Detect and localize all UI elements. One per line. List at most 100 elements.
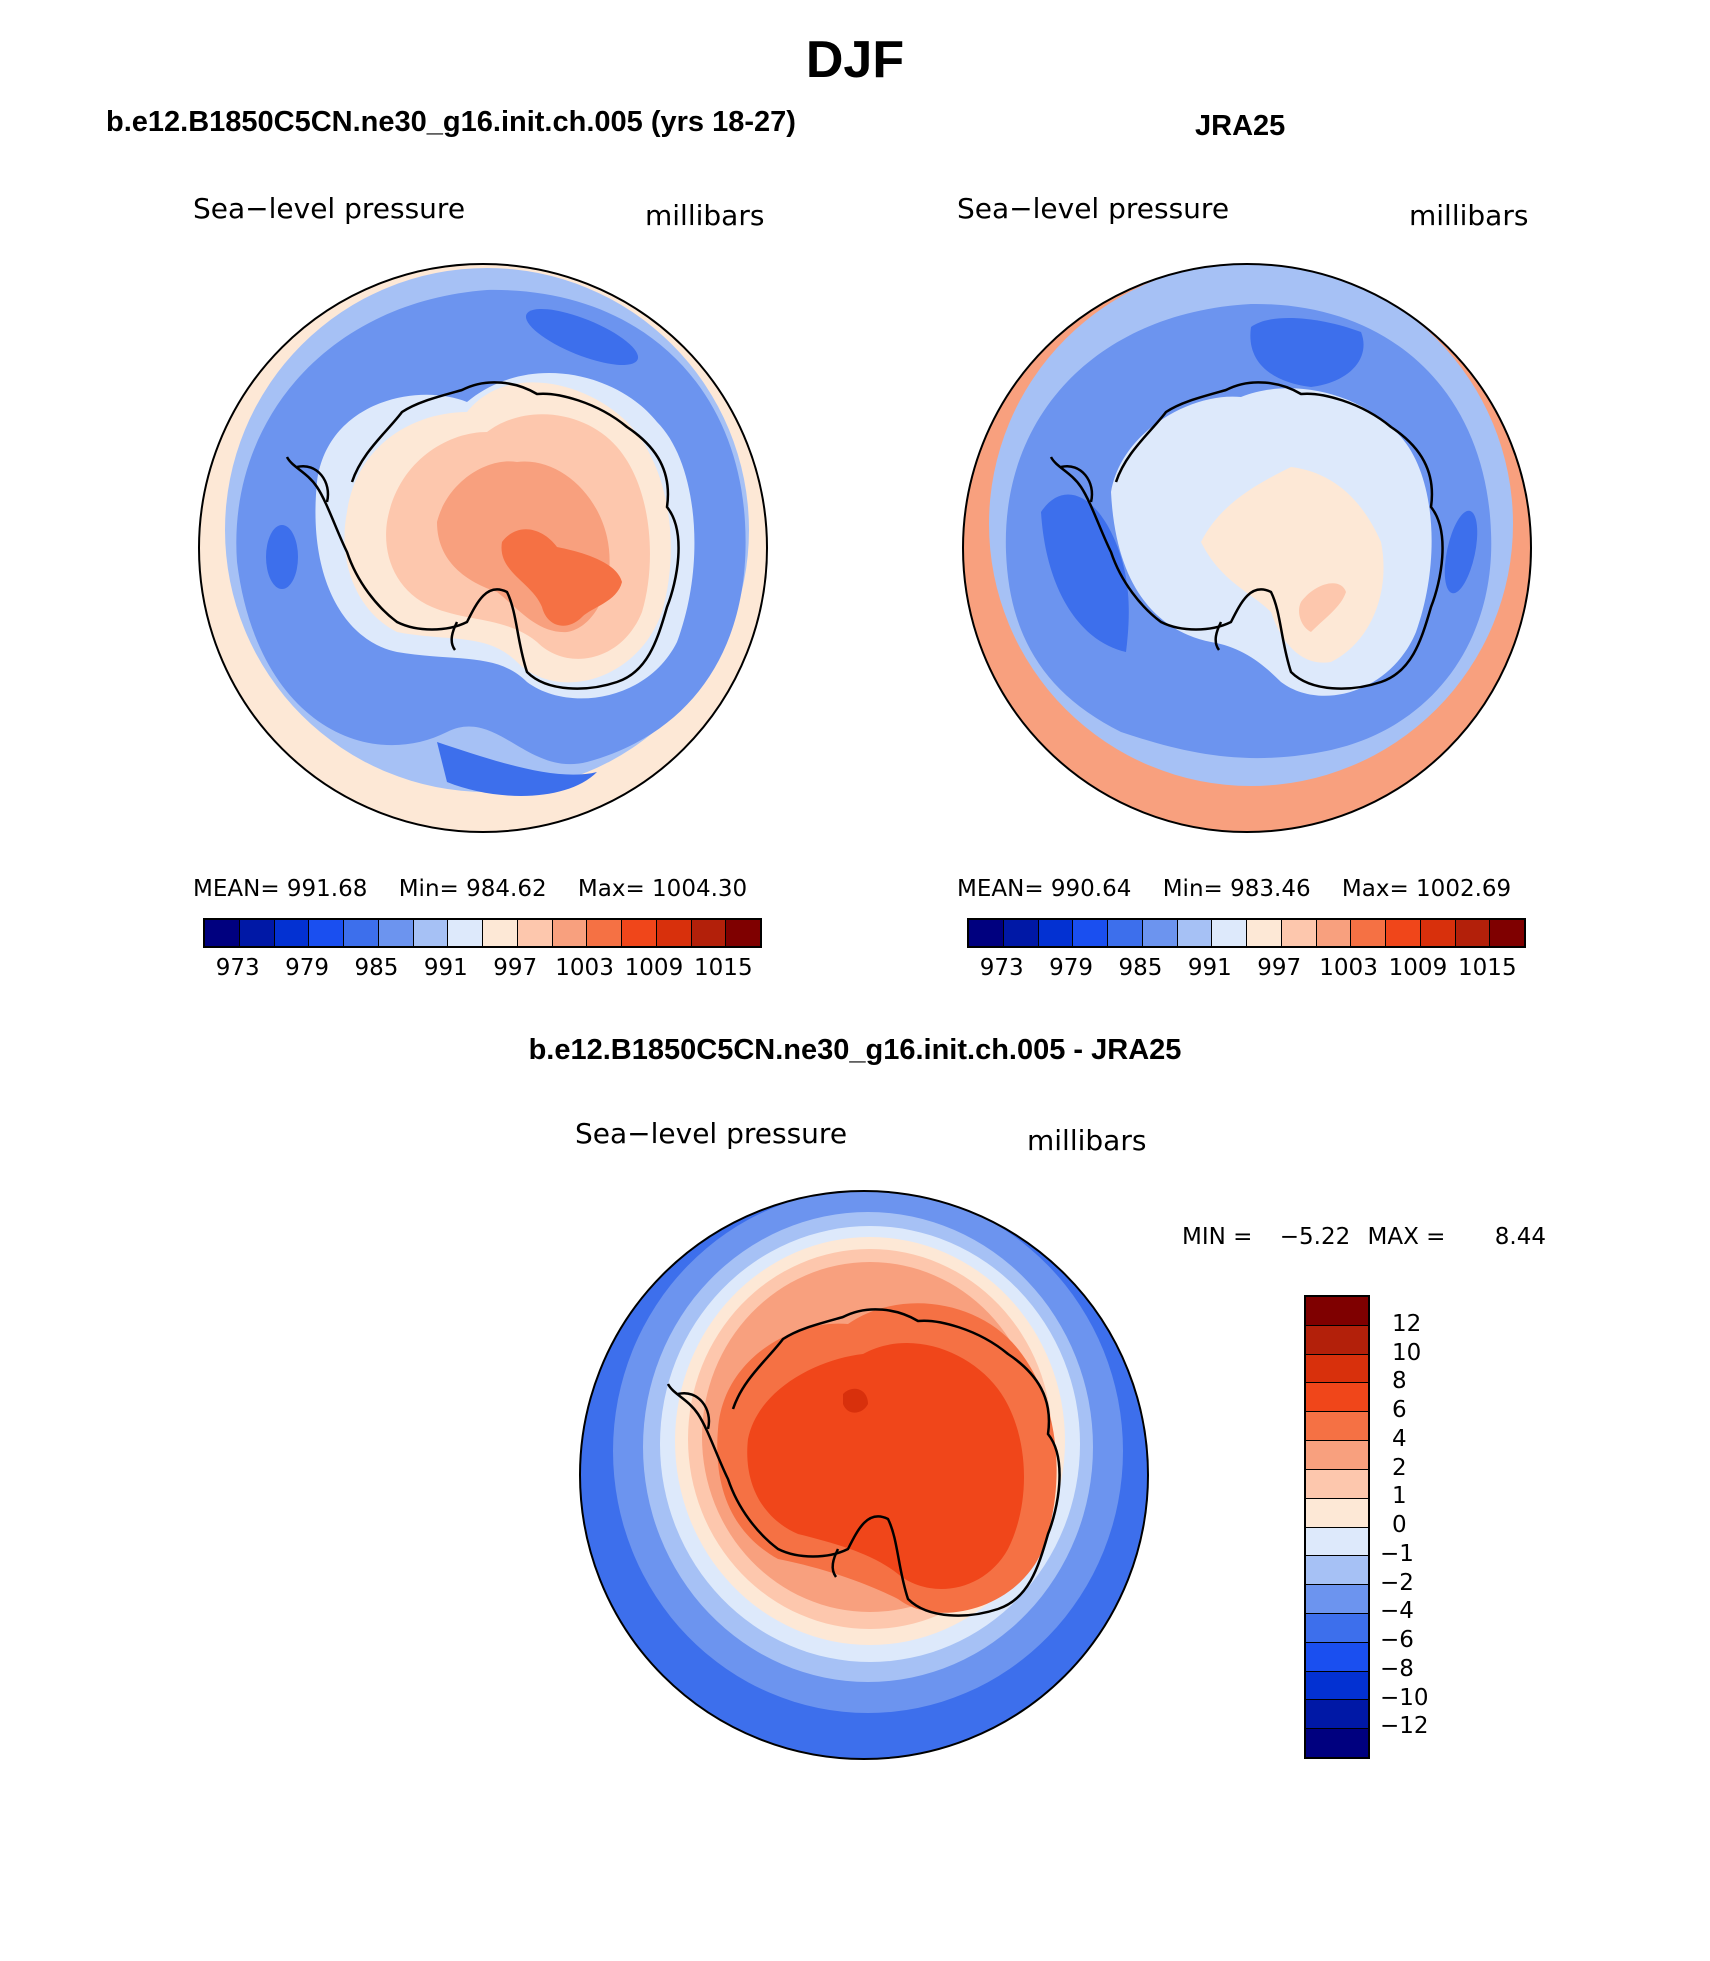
colorbar-swatch <box>587 920 622 946</box>
colorbar-tick-label: 997 <box>1257 955 1302 981</box>
obs-min-value: 983.46 <box>1230 876 1311 902</box>
colorbar-tick-label: 10 <box>1392 1339 1422 1366</box>
colorbar-swatch <box>378 920 414 946</box>
colorbar-swatch <box>239 920 275 946</box>
model-core-low-north <box>525 309 639 365</box>
diff-min-label: MIN = <box>1182 1224 1253 1250</box>
colorbar-tick-label: 1009 <box>1388 955 1448 981</box>
colorbar-tick-label: 0 <box>1392 1512 1407 1538</box>
diff-units-label: millibars <box>1027 1124 1147 1157</box>
colorbar-tick-label: 2 <box>1392 1454 1407 1481</box>
obs-variable-label: Sea−level pressure <box>957 192 1230 225</box>
colorbar-swatch <box>309 920 344 946</box>
obs-core-low-west <box>1041 494 1129 652</box>
colorbar-swatch <box>1306 1642 1368 1672</box>
colorbar-swatch <box>344 920 379 946</box>
colorbar-swatch <box>1306 1729 1368 1757</box>
model-units-label: millibars <box>645 199 765 232</box>
model-core-low-south <box>437 742 597 796</box>
diff-minmax: MIN = −5.22 MAX = 8.44 <box>1182 1224 1546 1250</box>
diff-max-value: 8.44 <box>1494 1224 1546 1250</box>
colorbar-swatch <box>1306 1383 1368 1413</box>
obs-panel-title: JRA25 <box>1195 110 1286 142</box>
colorbar-tick-label: 991 <box>1187 955 1232 981</box>
model-panel-title: b.e12.B1850C5CN.ne30_g16.init.ch.005 (yr… <box>106 106 796 138</box>
model-mean-value: 991.68 <box>286 876 368 902</box>
model-min-label: Min= <box>398 876 459 902</box>
model-mean-label: MEAN= <box>193 876 280 902</box>
obs-land-level-2 <box>1299 583 1346 632</box>
model-max-label: Max= <box>577 876 645 902</box>
colorbar-tick-label: −10 <box>1380 1684 1429 1711</box>
colorbar-tick-label: 1003 <box>1319 955 1378 981</box>
colorbar-tick-label: 979 <box>1049 955 1094 981</box>
colorbar-swatch <box>1306 1412 1368 1442</box>
colorbar-tick-label: 1015 <box>694 955 753 981</box>
colorbar-swatch <box>1351 920 1386 946</box>
colorbar-swatch <box>1316 920 1352 946</box>
obs-core-low-north <box>1250 317 1364 387</box>
diff-coastline <box>666 1308 1061 1617</box>
model-colorbar <box>203 918 762 948</box>
model-coastline <box>285 381 680 690</box>
colorbar-swatch <box>1073 920 1108 946</box>
colorbar-tick-label: 979 <box>285 955 330 981</box>
colorbar-swatch <box>1306 1527 1368 1557</box>
obs-map-border <box>962 263 1532 833</box>
colorbar-swatch <box>1177 920 1213 946</box>
colorbar-tick-label: 1 <box>1392 1483 1407 1510</box>
colorbar-tick-label: 973 <box>215 955 260 981</box>
colorbar-swatch <box>1306 1498 1368 1528</box>
diff-map <box>579 1190 1149 1760</box>
colorbar-swatch <box>274 920 310 946</box>
colorbar-swatch <box>1386 920 1421 946</box>
colorbar-swatch <box>969 920 1004 946</box>
colorbar-swatch <box>1281 920 1317 946</box>
obs-mean-label: MEAN= <box>957 876 1044 902</box>
diff-land-level-3 <box>843 1388 868 1413</box>
colorbar-tick-label: −1 <box>1380 1540 1414 1567</box>
obs-colorbar-ticks: 973 979 985 991 997 1003 1009 1015 <box>967 955 1522 985</box>
colorbar-swatch <box>1212 920 1247 946</box>
obs-land-level-1 <box>1201 467 1384 663</box>
diff-colorbar <box>1304 1295 1370 1759</box>
colorbar-swatch <box>1420 920 1456 946</box>
colorbar-swatch <box>1306 1585 1368 1614</box>
diff-min-value: −5.22 <box>1279 1224 1351 1250</box>
model-map-border <box>198 263 768 833</box>
colorbar-swatch <box>1306 1671 1368 1701</box>
colorbar-swatch <box>1003 920 1039 946</box>
colorbar-tick-label: −12 <box>1380 1713 1429 1740</box>
obs-units-label: millibars <box>1409 199 1529 232</box>
model-core-low-west <box>266 525 298 589</box>
diff-max-label: MAX = <box>1367 1224 1446 1250</box>
colorbar-tick-label: 991 <box>423 955 468 981</box>
model-land-level-4 <box>501 529 622 626</box>
obs-min-label: Min= <box>1162 876 1223 902</box>
colorbar-tick-label: −6 <box>1380 1627 1414 1653</box>
colorbar-tick-label: −2 <box>1380 1569 1414 1596</box>
figure-title: DJF <box>805 31 905 89</box>
colorbar-swatch <box>1490 920 1524 946</box>
colorbar-swatch <box>1306 1700 1368 1730</box>
colorbar-swatch <box>483 920 518 946</box>
colorbar-tick-label: −4 <box>1380 1598 1414 1625</box>
model-stats: MEAN= 991.68 Min= 984.62 Max= 1004.30 <box>193 876 747 902</box>
colorbar-swatch <box>622 920 657 946</box>
diff-variable-label: Sea−level pressure <box>575 1117 848 1150</box>
obs-core-low-east <box>1444 510 1478 594</box>
model-max-value: 1004.30 <box>652 876 748 902</box>
colorbar-tick-label: 1009 <box>624 955 684 981</box>
colorbar-swatch <box>1247 920 1282 946</box>
colorbar-swatch <box>552 920 588 946</box>
colorbar-swatch <box>1306 1469 1368 1499</box>
obs-mean-value: 990.64 <box>1050 876 1132 902</box>
colorbar-tick-label: 997 <box>493 955 538 981</box>
diff-colorbar-ticks: 12 10 8 6 4 2 1 0 −1 −2 −4 −6 −8 −10 −12 <box>1380 1295 1460 1755</box>
colorbar-swatch <box>448 920 483 946</box>
colorbar-swatch <box>205 920 240 946</box>
diff-land-level-2 <box>747 1342 1025 1589</box>
colorbar-swatch <box>1306 1613 1368 1643</box>
colorbar-swatch <box>656 920 692 946</box>
colorbar-swatch <box>1038 920 1074 946</box>
